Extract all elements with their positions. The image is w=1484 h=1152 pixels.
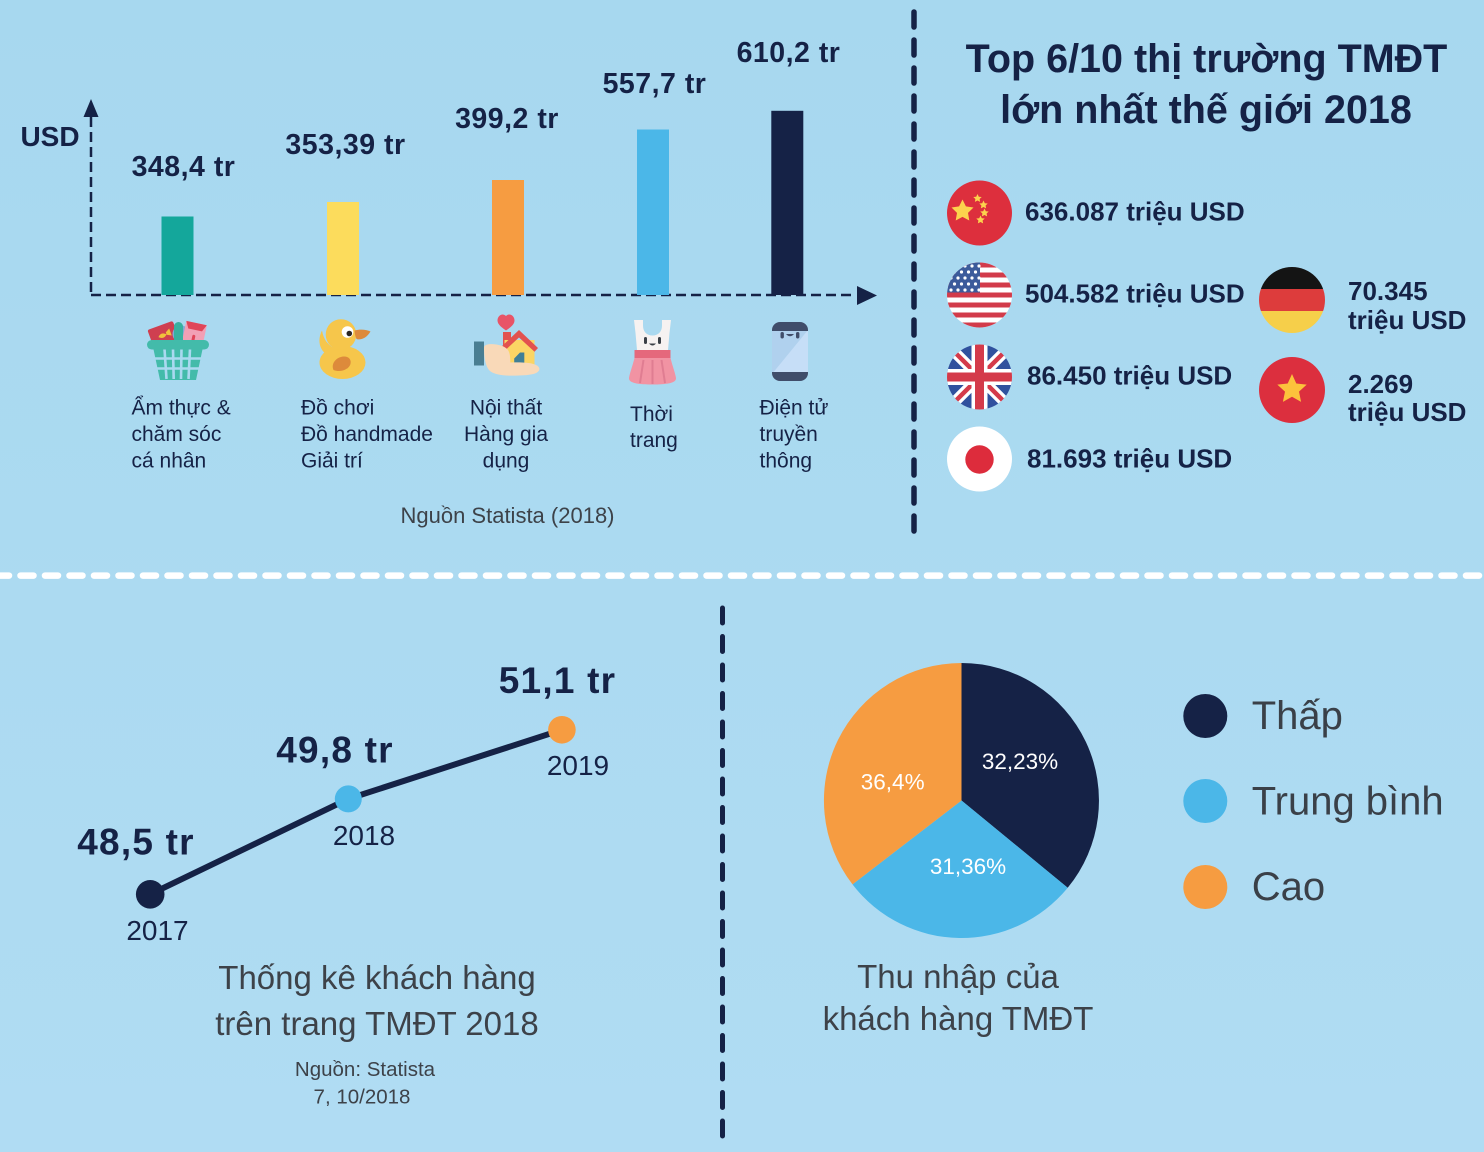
svg-text:truyền: truyền: [760, 423, 818, 446]
svg-text:trên trang TMĐT 2018: trên trang TMĐT 2018: [215, 1005, 538, 1042]
svg-text:Điện tử: Điện tử: [760, 397, 829, 420]
svg-text:2019: 2019: [547, 750, 609, 781]
svg-text:2017: 2017: [126, 915, 188, 946]
svg-text:2.269: 2.269: [1348, 369, 1413, 399]
svg-text:Thống kê khách hàng: Thống kê khách hàng: [218, 959, 535, 996]
svg-text:636.087 triệu USD: 636.087 triệu USD: [1025, 197, 1245, 227]
svg-text:trang: trang: [630, 429, 678, 452]
svg-text:81.693 triệu USD: 81.693 triệu USD: [1027, 444, 1232, 474]
svg-text:cá nhân: cá nhân: [132, 450, 207, 473]
svg-text:36,4%: 36,4%: [861, 770, 925, 795]
svg-text:Ẩm thực &: Ẩm thực &: [132, 397, 231, 420]
svg-text:2018: 2018: [333, 820, 395, 851]
svg-text:Nội thất: Nội thất: [470, 397, 543, 420]
svg-text:Top 6/10 thị trường TMĐT: Top 6/10 thị trường TMĐT: [966, 37, 1448, 81]
svg-text:70.345: 70.345: [1348, 276, 1428, 306]
svg-text:Nguồn Statista (2018): Nguồn Statista (2018): [400, 503, 614, 528]
svg-text:khách hàng TMĐT: khách hàng TMĐT: [823, 1000, 1094, 1037]
svg-text:610,2 tr: 610,2 tr: [737, 37, 841, 69]
svg-text:399,2 tr: 399,2 tr: [455, 103, 559, 135]
svg-text:Thấp: Thấp: [1252, 694, 1343, 738]
svg-text:348,4 tr: 348,4 tr: [132, 151, 236, 183]
svg-text:7, 10/2018: 7, 10/2018: [314, 1086, 411, 1109]
svg-text:51,1 tr: 51,1 tr: [499, 660, 616, 701]
svg-text:Cao: Cao: [1252, 865, 1325, 909]
svg-text:32,23%: 32,23%: [982, 749, 1058, 774]
svg-text:353,39 tr: 353,39 tr: [285, 129, 405, 161]
svg-text:dụng: dụng: [483, 450, 530, 473]
svg-text:504.582 triệu USD: 504.582 triệu USD: [1025, 279, 1245, 309]
svg-text:triệu USD: triệu USD: [1348, 305, 1466, 335]
svg-text:Đồ chơi: Đồ chơi: [301, 397, 374, 420]
svg-text:thông: thông: [760, 450, 813, 473]
svg-text:USD: USD: [20, 121, 79, 152]
svg-text:Nguồn: Statista: Nguồn: Statista: [295, 1058, 436, 1081]
svg-text:Đồ handmade: Đồ handmade: [301, 423, 433, 446]
svg-text:86.450 triệu USD: 86.450 triệu USD: [1027, 361, 1232, 391]
svg-text:Giải trí: Giải trí: [301, 450, 363, 473]
svg-text:chăm sóc: chăm sóc: [132, 423, 222, 446]
svg-text:49,8 tr: 49,8 tr: [276, 730, 393, 771]
svg-text:Thời: Thời: [630, 403, 673, 426]
svg-text:triệu USD: triệu USD: [1348, 397, 1466, 427]
svg-text:lớn nhất thế giới 2018: lớn nhất thế giới 2018: [1000, 88, 1412, 132]
svg-text:557,7 tr: 557,7 tr: [603, 68, 707, 100]
svg-text:Trung bình: Trung bình: [1252, 780, 1444, 824]
svg-text:Hàng gia: Hàng gia: [464, 423, 548, 446]
svg-text:48,5 tr: 48,5 tr: [77, 822, 194, 863]
svg-text:Thu nhập của: Thu nhập của: [857, 958, 1059, 995]
svg-text:31,36%: 31,36%: [930, 854, 1006, 879]
